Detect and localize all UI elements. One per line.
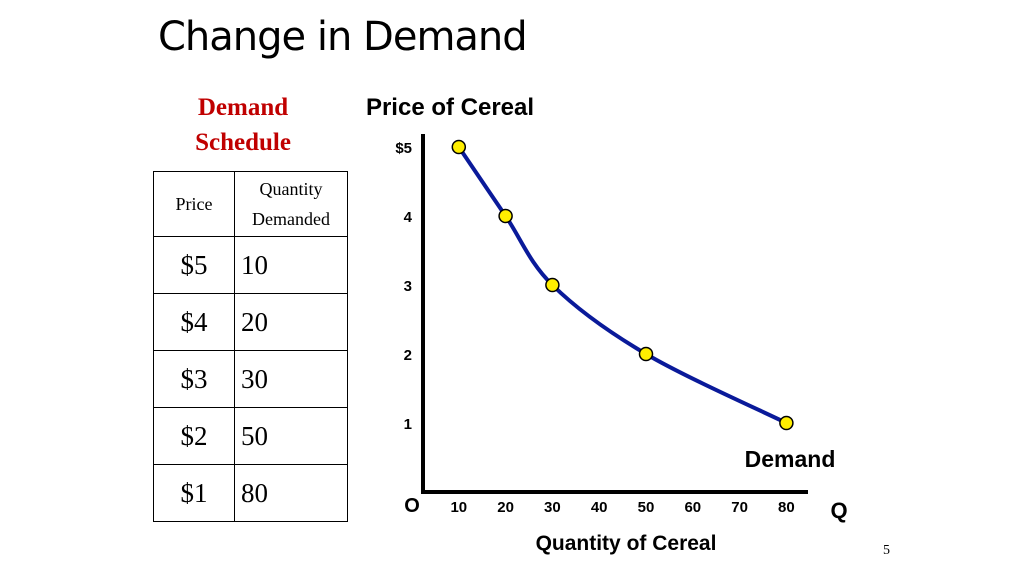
- chart-title: Price of Cereal: [366, 94, 534, 121]
- data-point: [451, 139, 467, 155]
- y-tick-label: 2: [404, 347, 412, 364]
- x-axis-label: Quantity of Cereal: [536, 532, 717, 555]
- demand-schedule-heading: Demand Schedule: [172, 90, 314, 160]
- quantity-cell: 80: [234, 464, 348, 522]
- y-tick-label: 4: [404, 209, 413, 226]
- demand-schedule-table: Price Quantity Demanded $5 10 $4 20 $3 3…: [153, 171, 348, 522]
- x-tick-label: 30: [544, 499, 561, 516]
- x-tick-label: 20: [497, 499, 514, 516]
- x-tick-label: 40: [591, 499, 608, 516]
- slide-number: 5: [883, 543, 890, 558]
- schedule-heading-line1: Demand: [197, 94, 289, 121]
- schedule-heading-line2: Schedule: [195, 129, 291, 156]
- data-point: [498, 208, 513, 224]
- x-axis-symbol: Q: [830, 498, 847, 523]
- slide-title: Change in Demand: [158, 14, 528, 60]
- x-tick-label: 50: [638, 499, 655, 516]
- price-cell: $5: [153, 236, 235, 294]
- y-tick-label: 1: [404, 416, 412, 433]
- series-label-demand: Demand: [745, 446, 836, 472]
- y-tick-label: 3: [404, 278, 412, 295]
- price-column-header: Price: [153, 171, 235, 237]
- demand-curve: [457, 145, 788, 425]
- quantity-header-line2: Demanded: [252, 209, 330, 229]
- x-tick-label: 10: [450, 499, 467, 516]
- table-row: $4 20: [153, 293, 348, 351]
- x-tick-label: 60: [684, 499, 701, 516]
- table-row: $2 50: [153, 407, 348, 465]
- quantity-cell: 20: [234, 293, 348, 351]
- table-row: $1 80: [153, 464, 348, 522]
- price-cell: $2: [153, 407, 235, 465]
- price-cell: $3: [153, 350, 235, 408]
- y-tick-label: $5: [395, 140, 412, 157]
- origin-label: O: [404, 495, 420, 517]
- quantity-cell: 10: [234, 236, 348, 294]
- price-cell: $1: [153, 464, 235, 522]
- table-header-row: Price Quantity Demanded: [153, 171, 348, 237]
- quantity-column-header: Quantity Demanded: [234, 171, 348, 237]
- quantity-cell: 50: [234, 407, 348, 465]
- table-row: $5 10: [153, 236, 348, 294]
- x-tick-label: 70: [731, 499, 748, 516]
- x-tick-label: 80: [778, 499, 795, 516]
- data-point: [545, 277, 560, 293]
- quantity-header-line1: Quantity: [259, 179, 323, 199]
- data-point: [638, 346, 654, 362]
- data-point: [779, 415, 794, 431]
